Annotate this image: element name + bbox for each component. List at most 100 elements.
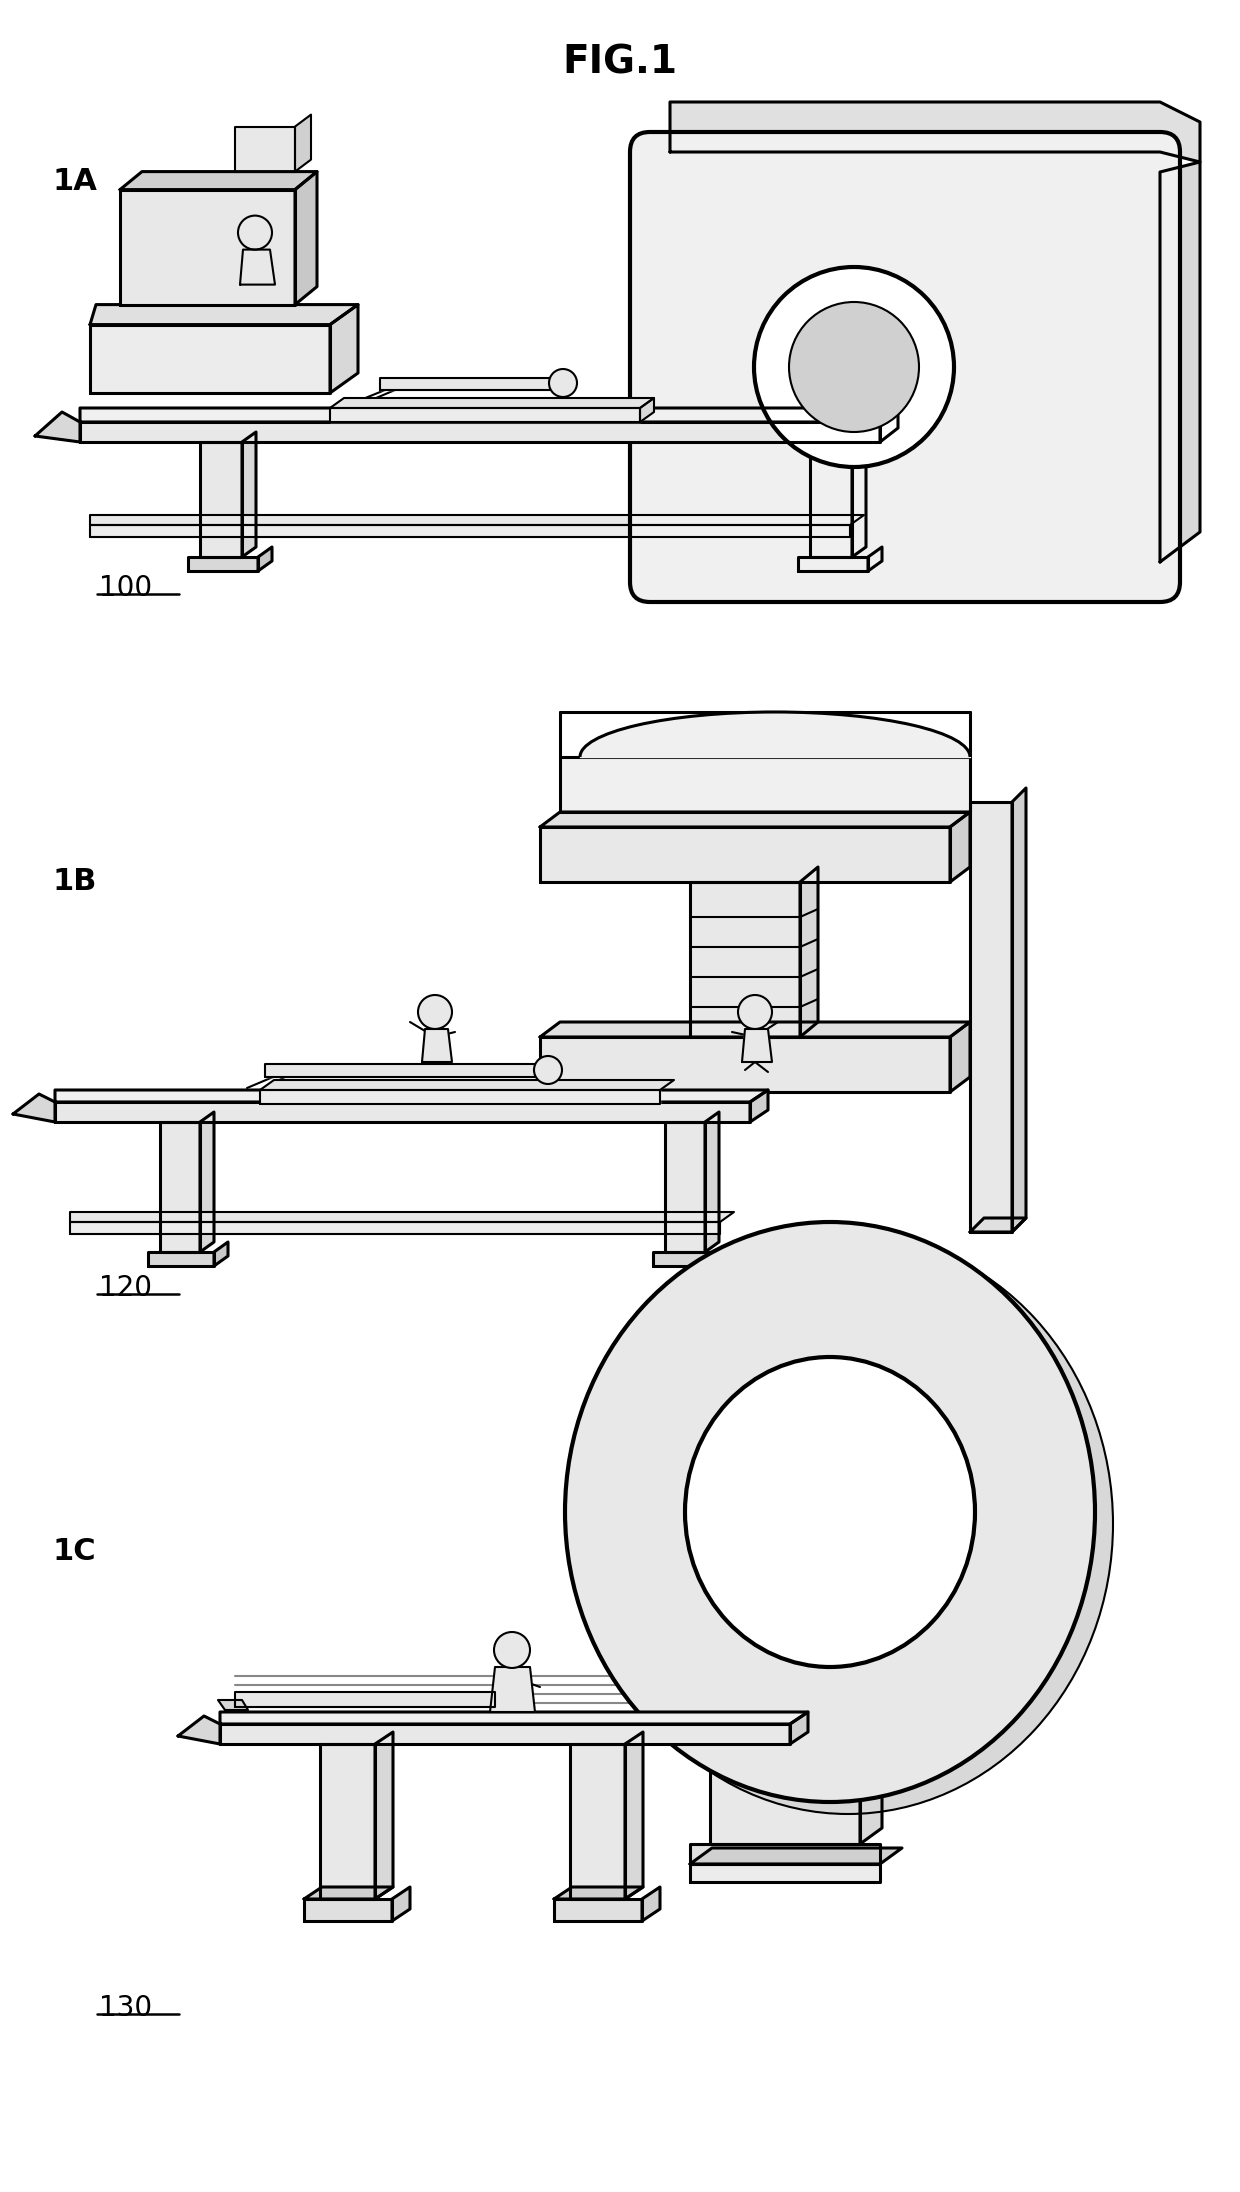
Polygon shape (120, 189, 295, 305)
Polygon shape (260, 1081, 675, 1089)
Polygon shape (711, 1699, 882, 1714)
Ellipse shape (565, 1221, 1095, 1802)
Polygon shape (295, 171, 317, 305)
Ellipse shape (583, 1234, 1114, 1815)
Polygon shape (258, 548, 272, 570)
Polygon shape (799, 557, 868, 570)
Ellipse shape (684, 1357, 975, 1666)
Polygon shape (304, 1898, 392, 1920)
Polygon shape (653, 1252, 719, 1267)
Text: 1B: 1B (52, 868, 97, 897)
Polygon shape (750, 1089, 768, 1122)
Polygon shape (790, 1712, 808, 1745)
Polygon shape (1012, 787, 1025, 1232)
Text: 1A: 1A (52, 167, 97, 197)
Polygon shape (200, 443, 242, 557)
Polygon shape (560, 756, 970, 811)
Polygon shape (554, 1887, 644, 1898)
Polygon shape (800, 868, 818, 1037)
Circle shape (418, 995, 453, 1028)
Polygon shape (219, 1712, 808, 1723)
Polygon shape (91, 305, 358, 324)
Polygon shape (160, 1122, 200, 1252)
Polygon shape (91, 324, 330, 392)
Circle shape (238, 215, 272, 250)
Polygon shape (215, 1243, 228, 1267)
Circle shape (494, 1633, 529, 1668)
Polygon shape (260, 1089, 660, 1105)
Polygon shape (490, 1666, 534, 1712)
Polygon shape (241, 250, 275, 285)
Text: 130: 130 (99, 1995, 153, 2021)
Polygon shape (91, 515, 864, 526)
Polygon shape (242, 432, 255, 557)
Polygon shape (69, 1212, 734, 1221)
Polygon shape (950, 1021, 970, 1092)
Ellipse shape (703, 1370, 993, 1679)
Polygon shape (689, 1848, 901, 1863)
Polygon shape (689, 1843, 880, 1863)
Polygon shape (642, 1887, 660, 1920)
Polygon shape (880, 408, 898, 443)
Polygon shape (861, 1699, 882, 1843)
Polygon shape (148, 1252, 215, 1267)
Polygon shape (12, 1094, 55, 1122)
Polygon shape (379, 377, 551, 390)
Polygon shape (719, 1243, 733, 1267)
Polygon shape (374, 1732, 393, 1898)
Polygon shape (55, 1089, 768, 1103)
Polygon shape (91, 526, 849, 537)
Polygon shape (665, 1122, 706, 1252)
Polygon shape (392, 1887, 410, 1920)
Polygon shape (950, 811, 970, 881)
Polygon shape (1159, 162, 1200, 561)
Polygon shape (539, 811, 970, 826)
Text: 120: 120 (99, 1274, 153, 1302)
Polygon shape (970, 1219, 1025, 1232)
Polygon shape (330, 408, 640, 423)
Polygon shape (304, 1887, 393, 1898)
Polygon shape (539, 826, 950, 881)
Polygon shape (81, 423, 880, 443)
Polygon shape (570, 1745, 625, 1898)
Polygon shape (689, 1863, 880, 1883)
Polygon shape (188, 557, 258, 570)
Polygon shape (69, 1221, 720, 1234)
Polygon shape (539, 1021, 970, 1037)
Polygon shape (689, 881, 800, 1037)
Polygon shape (200, 1111, 215, 1252)
Polygon shape (55, 1103, 750, 1122)
Polygon shape (852, 432, 866, 557)
Polygon shape (219, 1723, 790, 1745)
Polygon shape (422, 1028, 453, 1061)
Circle shape (789, 302, 919, 432)
Polygon shape (670, 103, 1200, 162)
Polygon shape (640, 399, 653, 423)
Polygon shape (265, 1063, 534, 1076)
Polygon shape (706, 1111, 719, 1252)
Polygon shape (711, 1714, 861, 1843)
Text: FIG.1: FIG.1 (563, 44, 677, 81)
Polygon shape (539, 1037, 950, 1092)
Polygon shape (320, 1745, 374, 1898)
Circle shape (549, 368, 577, 397)
FancyBboxPatch shape (630, 132, 1180, 603)
Polygon shape (330, 305, 358, 392)
Polygon shape (179, 1716, 219, 1745)
Circle shape (754, 267, 954, 467)
Polygon shape (810, 443, 852, 557)
Polygon shape (120, 171, 317, 189)
Polygon shape (218, 1701, 248, 1710)
Polygon shape (35, 412, 81, 443)
Polygon shape (742, 1028, 773, 1061)
Polygon shape (868, 548, 882, 570)
Polygon shape (625, 1732, 644, 1898)
Polygon shape (295, 114, 311, 171)
Polygon shape (81, 408, 898, 423)
Text: 1C: 1C (52, 1537, 95, 1567)
Polygon shape (236, 1692, 495, 1708)
Circle shape (738, 995, 773, 1028)
Polygon shape (330, 399, 653, 408)
Text: 100: 100 (99, 574, 153, 603)
Polygon shape (554, 1898, 642, 1920)
